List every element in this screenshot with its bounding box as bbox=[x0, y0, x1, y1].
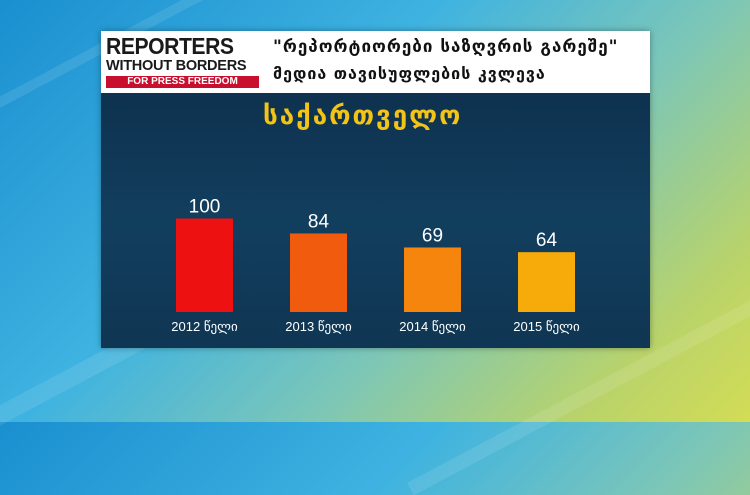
x-tick-label: 2014 წელი bbox=[399, 319, 466, 335]
header-title-line2: მედია თავისუფლების კვლევა bbox=[273, 64, 546, 83]
chart-title: საქართველო bbox=[263, 101, 463, 131]
logo-line3: FOR PRESS FREEDOM bbox=[106, 76, 259, 88]
rsf-logo: REPORTERS WITHOUT BORDERS FOR PRESS FREE… bbox=[101, 34, 264, 90]
bar-2015 bbox=[518, 252, 575, 312]
value-label: 84 bbox=[308, 211, 330, 232]
logo-line2: WITHOUT BORDERS bbox=[106, 57, 247, 74]
value-label: 64 bbox=[536, 230, 558, 251]
x-tick-label: 2012 წელი bbox=[171, 319, 238, 335]
logo-line1: REPORTERS bbox=[106, 33, 234, 59]
value-label: 69 bbox=[422, 225, 443, 246]
x-tick-label: 2013 წელი bbox=[285, 319, 352, 335]
header-title-line1: "რეპორტიორები საზღვრის გარეშე" bbox=[273, 37, 619, 57]
bar-2012 bbox=[176, 218, 233, 312]
bar-chart: 100 2012 წელი 84 2013 წელი 69 2014 წელი 64 2015… bbox=[171, 197, 580, 336]
header-banner: REPORTERS WITHOUT BORDERS FOR PRESS FREE… bbox=[101, 31, 650, 93]
x-tick-label: 2015 წელი bbox=[513, 319, 580, 335]
bar-2014 bbox=[404, 247, 461, 312]
chart-panel: REPORTERS WITHOUT BORDERS FOR PRESS FREE… bbox=[101, 31, 650, 348]
bar-2013 bbox=[290, 233, 347, 312]
value-label: 100 bbox=[189, 197, 221, 218]
